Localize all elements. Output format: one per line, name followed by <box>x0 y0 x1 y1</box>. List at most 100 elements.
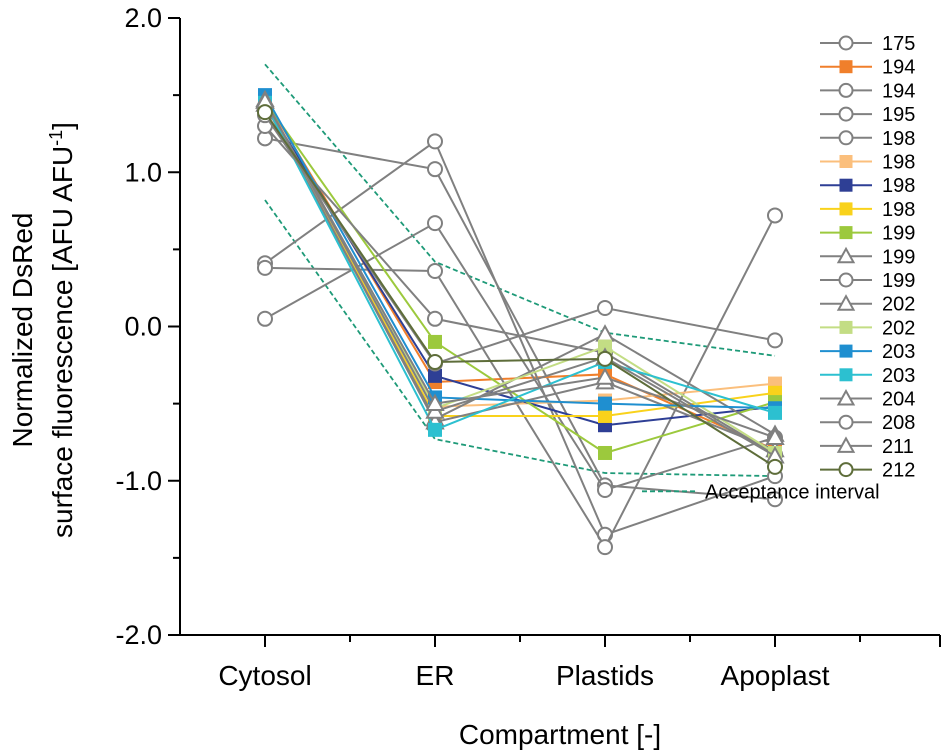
series-marker <box>836 436 856 453</box>
x-tick-label: Plastids <box>556 660 654 691</box>
series-marker <box>427 310 443 327</box>
series-marker <box>836 246 856 264</box>
legend-label: 203 <box>882 365 915 387</box>
y-axis-title-bracket: ] <box>47 122 78 130</box>
series-marker <box>427 215 443 232</box>
legend-item: 199 <box>820 246 915 268</box>
y-axis-title-line2: surface fluorescence [AFU AFU-1] <box>46 122 78 538</box>
legend-item: 194 <box>820 80 915 102</box>
series-marker <box>838 106 854 122</box>
y-axis-title-unit: surface fluorescence [AFU AFU <box>47 146 78 538</box>
series-marker <box>836 294 856 311</box>
series-212-18 <box>257 104 783 475</box>
legend-item: 203 <box>820 341 915 363</box>
series-marker <box>839 320 853 334</box>
legend-item-acceptance: Acceptance interval <box>642 481 880 503</box>
series-marker <box>257 310 273 327</box>
series-line <box>264 114 776 365</box>
legend-label: 212 <box>882 460 915 482</box>
legend: 1751941941951981981981981991991992022022… <box>642 33 915 503</box>
series-group <box>255 88 785 556</box>
series-marker <box>257 259 273 276</box>
series-marker <box>595 367 615 385</box>
legend-label: 198 <box>882 199 915 221</box>
y-tick-label: 1.0 <box>124 157 162 187</box>
legend-label: 194 <box>882 80 915 102</box>
legend-label: 175 <box>882 33 915 55</box>
x-tick-label: ER <box>416 660 455 691</box>
series-line <box>264 102 776 417</box>
x-tick-label: Apoplast <box>721 660 830 691</box>
series-marker <box>425 393 445 412</box>
series-marker <box>597 539 613 556</box>
series-line <box>264 100 776 439</box>
legend-item: 204 <box>820 389 915 411</box>
series-marker <box>839 202 853 216</box>
acceptance-interval-upper <box>264 63 776 357</box>
legend-item: 203 <box>820 365 915 387</box>
legend-label: 208 <box>882 412 915 434</box>
x-tick-label: Cytosol <box>218 660 311 691</box>
series-marker <box>427 353 443 370</box>
series-marker <box>839 155 853 168</box>
series-marker <box>767 207 783 224</box>
y-tick-label: -2.0 <box>115 620 162 650</box>
series-175-0 <box>257 130 783 508</box>
legend-label: 198 <box>882 128 915 150</box>
series-marker <box>838 35 854 51</box>
series-194-2 <box>257 133 783 543</box>
legend-label: 202 <box>882 294 915 316</box>
legend-label: 202 <box>882 317 915 339</box>
series-203-13 <box>258 88 782 416</box>
series-marker <box>839 344 853 358</box>
series-marker <box>427 133 443 150</box>
series-line <box>264 214 776 550</box>
series-marker <box>427 262 443 279</box>
series-marker <box>597 482 613 499</box>
legend-item: 175 <box>820 33 915 55</box>
series-195-3 <box>257 207 783 556</box>
series-marker <box>838 272 854 288</box>
legend-item: 211 <box>820 436 914 458</box>
legend-label: 199 <box>882 270 915 292</box>
series-marker <box>597 350 613 367</box>
legend-item: 194 <box>820 57 915 79</box>
y-tick-label: 2.0 <box>124 3 162 33</box>
series-marker <box>839 368 853 382</box>
series-marker <box>767 491 783 508</box>
legend-item: 208 <box>820 412 915 434</box>
legend-item: 195 <box>820 104 915 126</box>
series-marker <box>428 334 442 349</box>
acceptance-interval <box>264 63 776 478</box>
legend-item: 198 <box>820 152 915 174</box>
legend-label: 203 <box>882 341 915 363</box>
series-marker <box>838 462 854 478</box>
y-tick-label: -1.0 <box>115 466 162 496</box>
series-marker <box>765 427 785 445</box>
series-marker <box>428 422 442 437</box>
legend-item: 198 <box>820 128 915 150</box>
series-marker <box>767 458 783 475</box>
series-199-8 <box>258 94 782 460</box>
y-axis-ticks: 2.0 1.0 0.0 -1.0 -2.0 <box>115 3 180 650</box>
legend-label: 194 <box>882 57 915 79</box>
legend-label: 199 <box>882 246 915 268</box>
series-marker <box>598 396 612 411</box>
series-marker <box>839 226 853 240</box>
series-marker <box>598 445 612 460</box>
legend-item: 198 <box>820 199 915 221</box>
series-198-6 <box>258 97 782 433</box>
series-line <box>264 100 776 451</box>
series-211-17 <box>255 91 785 445</box>
series-line <box>264 139 776 536</box>
legend-label: 211 <box>882 436 914 458</box>
series-marker <box>836 388 856 406</box>
legend-item: 202 <box>820 294 915 316</box>
series-line <box>264 137 776 501</box>
legend-item: 202 <box>820 317 915 339</box>
series-marker <box>257 104 273 121</box>
x-axis-title: Compartment [-] <box>459 719 661 750</box>
series-198-7 <box>258 95 782 423</box>
series-marker <box>839 60 853 74</box>
